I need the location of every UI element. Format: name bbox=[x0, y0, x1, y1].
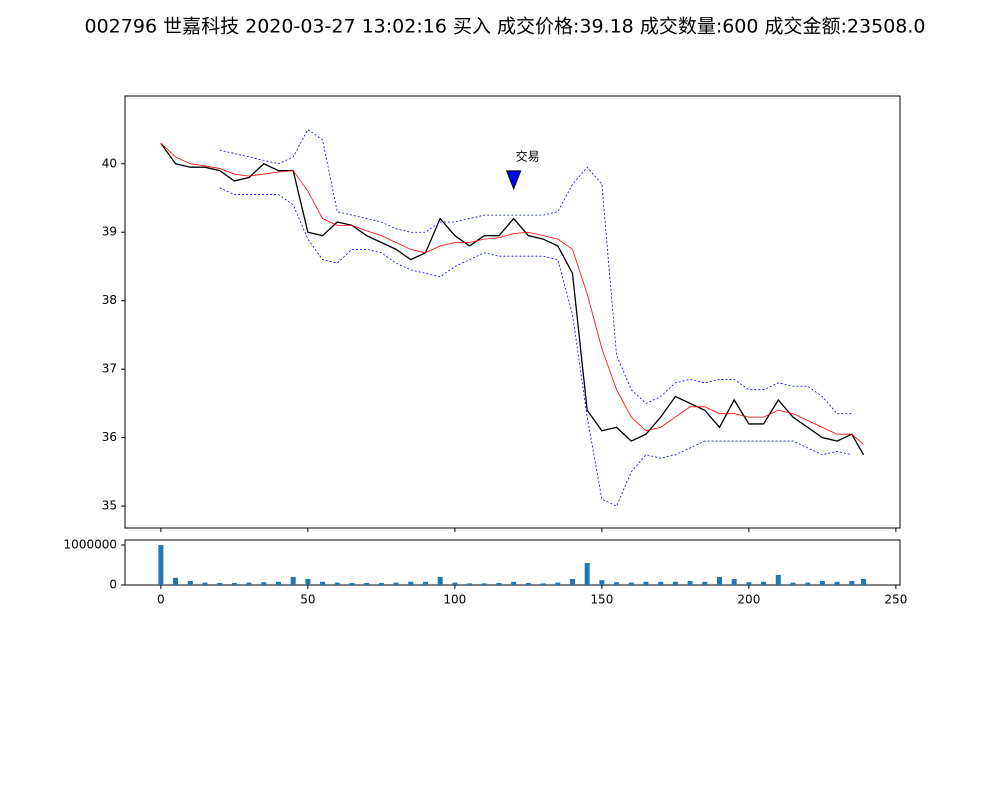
volume-bar bbox=[173, 577, 179, 585]
volume-bar bbox=[569, 579, 575, 585]
volume-bar bbox=[422, 581, 428, 585]
volume-bar bbox=[320, 581, 326, 585]
volume-bar bbox=[761, 581, 767, 585]
volume-bar bbox=[849, 581, 855, 585]
volume-bar bbox=[511, 581, 517, 585]
volume-bar bbox=[364, 583, 370, 585]
y-tick-label: 36 bbox=[102, 430, 117, 444]
volume-bar bbox=[349, 583, 355, 585]
volume-bar bbox=[834, 581, 840, 585]
x-tick-label: 100 bbox=[443, 593, 466, 607]
volume-bar bbox=[187, 581, 193, 585]
volume-bar bbox=[408, 581, 414, 585]
series-line bbox=[160, 142, 864, 445]
volume-bar bbox=[658, 581, 664, 585]
volume-bar bbox=[540, 583, 546, 585]
volume-bar bbox=[334, 582, 340, 585]
volume-bar bbox=[393, 582, 399, 585]
volume-bar bbox=[481, 583, 487, 585]
volume-bar bbox=[496, 583, 502, 585]
volume-bar bbox=[672, 581, 678, 585]
volume-bar bbox=[305, 579, 311, 585]
volume-bar bbox=[290, 577, 296, 585]
x-tick-label: 250 bbox=[884, 593, 907, 607]
volume-bar bbox=[261, 582, 267, 585]
x-tick-label: 200 bbox=[737, 593, 760, 607]
volume-bar bbox=[702, 581, 708, 585]
volume-bar bbox=[861, 579, 867, 585]
annotation: 交易 bbox=[516, 148, 540, 163]
volume-bar bbox=[467, 583, 473, 585]
volume-bar bbox=[746, 582, 752, 585]
y-tick-label: 0 bbox=[109, 578, 117, 592]
volume-bar bbox=[628, 582, 634, 585]
x-tick-label: 50 bbox=[300, 593, 315, 607]
volume-bar bbox=[231, 583, 237, 585]
volume-bar bbox=[437, 577, 443, 585]
series-line bbox=[219, 187, 852, 507]
trade-marker bbox=[505, 170, 522, 191]
y-tick-label: 38 bbox=[102, 293, 117, 307]
volume-bar bbox=[525, 583, 531, 585]
volume-bar bbox=[819, 581, 825, 585]
volume-bar bbox=[599, 580, 605, 585]
price-frame bbox=[124, 95, 901, 529]
y-tick-label: 37 bbox=[102, 362, 117, 376]
volume-bar bbox=[731, 579, 737, 585]
volume-bar bbox=[452, 582, 458, 585]
y-tick-label: 35 bbox=[102, 499, 117, 513]
volume-bar bbox=[584, 563, 590, 585]
series-line bbox=[219, 128, 852, 415]
x-tick-label: 150 bbox=[590, 593, 613, 607]
x-tick-label: 0 bbox=[157, 593, 165, 607]
volume-bar bbox=[687, 581, 693, 585]
y-tick-label: 39 bbox=[102, 225, 117, 239]
volume-bar bbox=[643, 581, 649, 585]
volume-bar bbox=[217, 583, 223, 585]
volume-frame bbox=[124, 539, 901, 586]
volume-bar bbox=[790, 582, 796, 585]
volume-bar bbox=[202, 582, 208, 585]
volume-bar bbox=[716, 577, 722, 585]
chart-title: 002796 世嘉科技 2020-03-27 13:02:16 买入 成交价格:… bbox=[85, 16, 926, 38]
volume-bar bbox=[246, 582, 252, 585]
volume-bar bbox=[805, 582, 811, 585]
volume-bar bbox=[775, 575, 781, 585]
volume-bar bbox=[378, 583, 384, 585]
volume-bar bbox=[555, 582, 561, 585]
volume-bar bbox=[275, 581, 281, 585]
volume-bar bbox=[614, 582, 620, 585]
y-tick-label: 1000000 bbox=[64, 538, 117, 552]
series-line bbox=[160, 142, 865, 456]
volume-bar bbox=[158, 545, 164, 585]
y-tick-label: 40 bbox=[102, 156, 117, 170]
